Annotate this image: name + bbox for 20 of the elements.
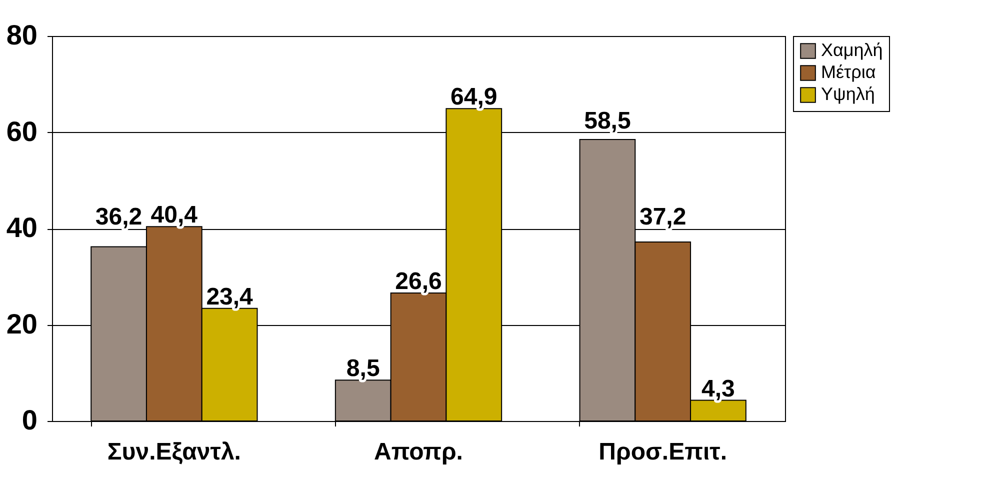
data-label: 26,6 [395,268,442,295]
legend-label: Υψηλή [821,84,875,104]
data-label: 37,2 [639,204,686,230]
data-label: 36,2 [95,204,142,230]
x-tick-label: Αποπρ. [374,438,463,466]
legend-label: Χαμηλή [821,40,883,60]
y-tick-label: 40 [6,212,38,243]
y-tick-label: 80 [6,20,38,50]
data-label: 64,9 [450,84,498,111]
y-tick-label: 0 [22,404,38,436]
y-tick-label: 60 [6,116,38,147]
data-label: 4,3 [702,375,735,402]
x-tick-label: Συν.Εξαντλ. [107,438,241,466]
data-label: 58,5 [584,107,631,134]
data-label: 23,4 [206,283,254,310]
y-tick-label: 20 [6,308,38,340]
data-label: 40,4 [150,202,198,229]
x-tick-label: Προσ.Επιτ. [598,438,728,466]
data-label: 8,5 [346,355,380,382]
legend-label: Μέτρια [821,62,876,82]
